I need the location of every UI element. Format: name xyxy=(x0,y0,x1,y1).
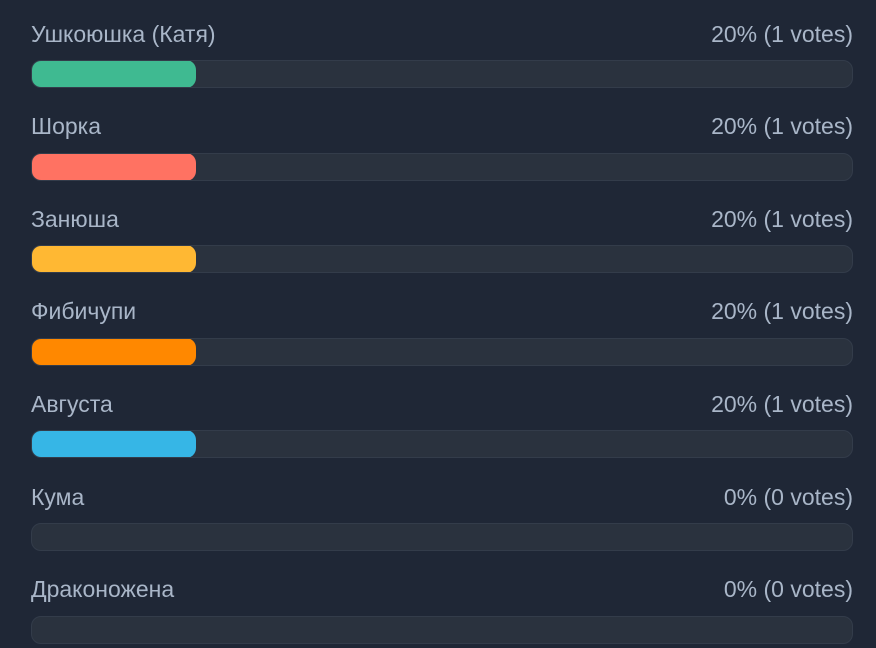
option-label: Кума xyxy=(31,483,85,510)
option-result: 0% (0 votes) xyxy=(723,483,853,510)
poll-option: Шорка 20% (1 votes) xyxy=(31,93,853,185)
poll-option-header: Занюша 20% (1 votes) xyxy=(31,204,853,234)
option-label: Августа xyxy=(31,390,113,417)
poll-option-header: Августа 20% (1 votes) xyxy=(31,389,853,419)
poll-option: Фибичупи 20% (1 votes) xyxy=(31,278,853,370)
poll-option-header: Драконожена 0% (0 votes) xyxy=(31,575,853,605)
progress-fill xyxy=(32,153,196,180)
option-result: 20% (1 votes) xyxy=(711,113,853,140)
option-label: Ушкоюшка (Катя) xyxy=(31,20,216,47)
progress-track xyxy=(31,60,853,88)
poll-option: Занюша 20% (1 votes) xyxy=(31,185,853,277)
poll-option: Кума 0% (0 votes) xyxy=(31,463,853,555)
option-result: 20% (1 votes) xyxy=(711,298,853,325)
option-result: 20% (1 votes) xyxy=(711,390,853,417)
poll-option-header: Шорка 20% (1 votes) xyxy=(31,112,853,142)
poll-option-header: Кума 0% (0 votes) xyxy=(31,482,853,512)
option-label: Шорка xyxy=(31,113,102,140)
progress-fill xyxy=(32,246,196,273)
poll-option-header: Ушкоюшка (Катя) 20% (1 votes) xyxy=(31,19,853,49)
poll-option: Августа 20% (1 votes) xyxy=(31,370,853,462)
progress-fill xyxy=(32,431,196,458)
poll-option-header: Фибичупи 20% (1 votes) xyxy=(31,297,853,327)
option-result: 20% (1 votes) xyxy=(711,20,853,47)
poll-option: Ушкоюшка (Катя) 20% (1 votes) xyxy=(31,0,853,92)
option-label: Фибичупи xyxy=(31,298,137,325)
progress-track xyxy=(31,615,853,644)
progress-track xyxy=(31,337,853,366)
progress-track xyxy=(31,245,853,274)
progress-fill xyxy=(32,338,196,365)
progress-track xyxy=(31,523,853,551)
option-label: Драконожена xyxy=(31,576,175,603)
option-result: 0% (0 votes) xyxy=(723,576,853,603)
progress-fill xyxy=(32,61,196,87)
option-label: Занюша xyxy=(31,205,119,232)
progress-track xyxy=(31,152,853,181)
progress-track xyxy=(31,430,853,459)
option-result: 20% (1 votes) xyxy=(711,205,853,232)
poll-option: Драконожена 0% (0 votes) xyxy=(31,556,853,648)
